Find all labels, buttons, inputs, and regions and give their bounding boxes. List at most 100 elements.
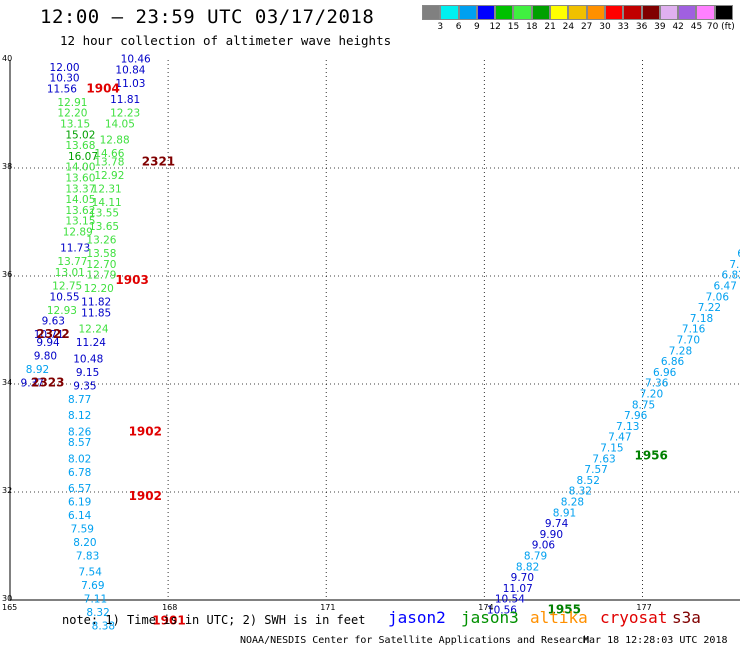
legend-item-jason2: jason2 xyxy=(388,608,446,627)
wave-height-value: 13.60 xyxy=(65,173,95,185)
wave-height-value: 15.02 xyxy=(65,129,95,141)
wave-height-value: 7.15 xyxy=(600,443,623,455)
legend-item-s3a: s3a xyxy=(672,608,701,627)
wave-height-value: 12.00 xyxy=(50,62,80,74)
wave-height-value: 8.02 xyxy=(68,453,91,465)
colorbar-label: 3 xyxy=(437,22,444,32)
legend-item-altika: altika xyxy=(530,608,588,627)
wave-height-value: 7.36 xyxy=(645,378,669,390)
wave-height-value: 9.80 xyxy=(34,351,57,363)
wave-height-value: 9.15 xyxy=(76,367,99,379)
wave-height-value: 8.75 xyxy=(632,399,655,411)
pass-time-label: 1902 xyxy=(129,489,162,503)
wave-height-value: 12.23 xyxy=(110,108,140,120)
wave-height-value: 7.28 xyxy=(669,345,692,357)
colorbar-label: 24 xyxy=(562,22,575,32)
colorbar-label: 39 xyxy=(654,22,666,32)
wave-height-value: 10.46 xyxy=(121,54,151,66)
colorbar-label: 12 xyxy=(489,22,501,32)
wave-height-value: 7.83 xyxy=(76,551,99,563)
colorbar-swatch xyxy=(678,5,697,20)
wave-height-value: 6.19 xyxy=(68,497,91,509)
wave-height-value: 12.91 xyxy=(57,97,87,109)
wave-height-value: 7.57 xyxy=(584,464,607,476)
wave-height-value: 13.01 xyxy=(55,267,85,279)
colorbar-label: 70 (ft) xyxy=(706,22,735,32)
wave-height-value: 12.88 xyxy=(100,135,130,147)
wave-height-value: 7.59 xyxy=(71,524,94,536)
wave-height-value: 10.56 xyxy=(487,605,517,617)
colorbar-swatch xyxy=(586,5,605,20)
wave-height-value: 13.55 xyxy=(89,208,119,220)
pass-time-label: 1902 xyxy=(129,424,162,438)
colorbar-label: 45 xyxy=(690,22,703,32)
page-title: 12:00 — 23:59 UTC 03/17/2018 xyxy=(40,6,375,28)
wave-height-value: 12.31 xyxy=(92,183,122,195)
wave-height-value: 12.20 xyxy=(57,108,87,120)
wave-height-value: 10.84 xyxy=(115,65,145,77)
latitude-tick-label: 40 xyxy=(2,54,13,63)
wave-height-value: 14.66 xyxy=(94,148,124,160)
wave-height-value: 14.11 xyxy=(92,197,122,209)
colorbar-swatch xyxy=(458,5,477,20)
latitude-tick-label: 38 xyxy=(2,162,13,171)
wave-height-value: 11.73 xyxy=(60,243,90,255)
colorbar-swatch xyxy=(495,5,514,20)
longitude-tick-label: 177 xyxy=(636,603,652,612)
wave-height-value: 9.70 xyxy=(511,572,534,584)
wave-height-value: 11.56 xyxy=(47,83,77,95)
wave-height-value: 8.82 xyxy=(516,561,539,573)
wave-height-value: 12.89 xyxy=(63,227,93,239)
colorbar-label: 9 xyxy=(474,22,480,32)
wave-height-value: 12.93 xyxy=(47,305,77,317)
wave-height-value: 13.15 xyxy=(60,119,90,131)
wave-height-value: 8.20 xyxy=(73,537,96,549)
colorbar-label: 6 xyxy=(455,22,462,32)
wave-height-value: 12.20 xyxy=(84,283,114,295)
wave-height-value: 12.24 xyxy=(79,324,109,336)
wave-height-value: 7.18 xyxy=(690,313,713,325)
wave-height-value: 6.57 xyxy=(68,483,91,495)
wave-height-value: 8.12 xyxy=(68,410,91,422)
pass-time-label: 1955 xyxy=(548,603,581,617)
wave-height-value: 12.70 xyxy=(86,259,116,271)
wave-height-value: 10.55 xyxy=(50,291,80,303)
legend-item-jason3: jason3 xyxy=(461,608,519,627)
colorbar-swatch xyxy=(623,5,642,20)
wave-height-value: 8.26 xyxy=(68,426,92,438)
wave-height-value: 6.78 xyxy=(68,467,91,479)
credit-footer: NOAA/NESDIS Center for Satellite Applica… xyxy=(240,635,590,646)
wave-height-value: 13.37 xyxy=(65,183,95,195)
legend-item-cryosat: cryosat xyxy=(600,608,668,627)
pass-time-label: 2322 xyxy=(36,327,69,341)
wave-height-value: 8.32 xyxy=(569,486,592,498)
wave-height-value: 8.38 xyxy=(92,621,115,633)
colorbar-label: 30 xyxy=(599,22,611,32)
wave-height-value: 14.05 xyxy=(65,194,95,206)
wave-height-value: 10.54 xyxy=(495,594,525,606)
wave-height-value: 14.00 xyxy=(65,162,95,174)
wave-height-value: 8.77 xyxy=(68,394,91,406)
wave-height-value: 13.77 xyxy=(57,256,87,268)
wave-height-value: 9.90 xyxy=(540,529,563,541)
colorbar-swatch xyxy=(659,5,679,20)
wave-height-value: 7.96 xyxy=(624,410,648,422)
wave-height-value: 8.92 xyxy=(26,364,49,376)
wave-height-value: 6.96 xyxy=(653,367,677,379)
wave-height-value: 7.13 xyxy=(616,421,639,433)
colorbar-swatch xyxy=(604,5,624,20)
page-subtitle: 12 hour collection of altimeter wave hei… xyxy=(60,33,392,48)
longitude-tick-label: 174 xyxy=(478,603,494,612)
wave-height-value: 7.20 xyxy=(640,389,663,401)
pass-time-label: 1956 xyxy=(634,449,667,463)
colorbar-swatch xyxy=(641,5,660,20)
colorbar-label: 15 xyxy=(507,22,520,32)
wave-height-value: 9.74 xyxy=(545,518,569,530)
wave-height-value: 7.63 xyxy=(592,453,615,465)
wave-height-value: 9.35 xyxy=(73,380,96,392)
colorbar-label: 27 xyxy=(580,22,593,32)
latitude-tick-label: 36 xyxy=(2,270,13,279)
wave-height-value: 11.07 xyxy=(503,583,533,595)
